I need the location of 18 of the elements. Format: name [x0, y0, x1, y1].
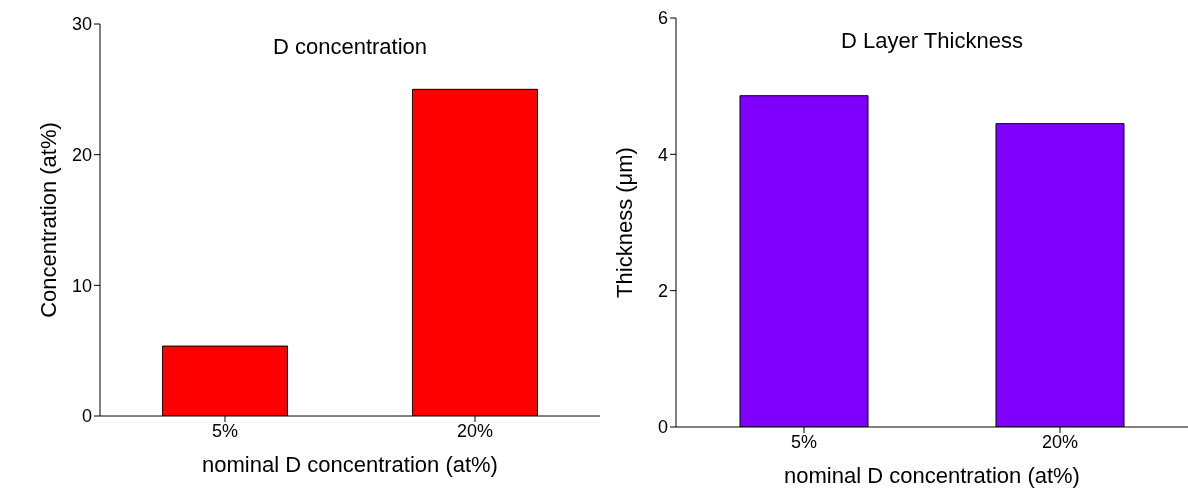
- text: D concentration: [271, 34, 429, 60]
- x-tick-label: 5%: [790, 431, 818, 452]
- y-tick-label: 2: [657, 281, 668, 302]
- y-axis-title: Concentration (at%): [35, 122, 61, 318]
- y-tick-label: 4: [657, 144, 668, 165]
- y-tick-label: 6: [657, 8, 668, 29]
- y-axis-title: Thickness (μm): [611, 147, 637, 298]
- y-tick-label: 0: [81, 406, 92, 427]
- y-tick-label: 30: [71, 14, 92, 35]
- y-tick-label: 10: [71, 275, 92, 296]
- x-tick-label: 5%: [211, 420, 239, 441]
- x-axis-title: nominal D concentration (at%): [202, 452, 498, 477]
- text: D Layer Thickness: [840, 28, 1024, 54]
- y-tick-label: 0: [657, 417, 668, 438]
- x-tick-label: 20%: [456, 420, 494, 441]
- x-axis-title: nominal D concentration (at%): [784, 463, 1080, 488]
- x-tick-label: 20%: [1041, 431, 1079, 452]
- y-tick-label: 20: [71, 145, 92, 166]
